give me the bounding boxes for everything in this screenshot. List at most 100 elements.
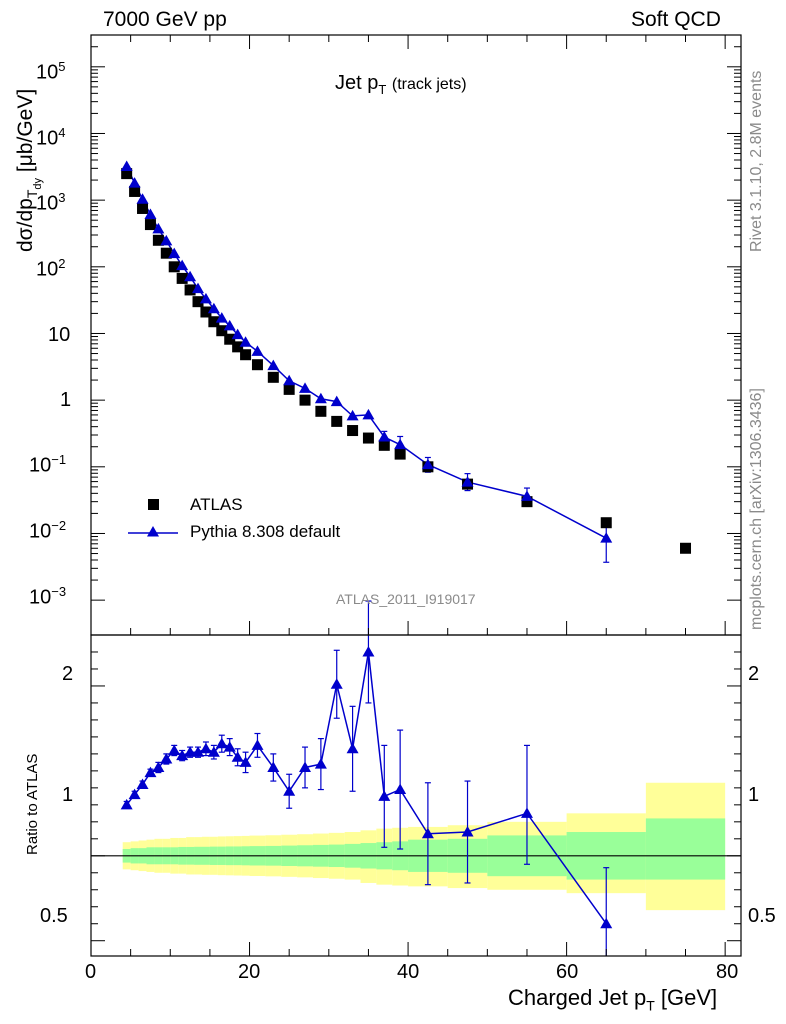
- ratio-tick-label-right: 1: [748, 784, 760, 806]
- atlas-data-point: [394, 448, 406, 460]
- atlas-data-point: [216, 325, 228, 337]
- ratio-data-point: [144, 766, 157, 778]
- header-process: Soft QCD: [631, 8, 721, 31]
- atlas-data-point: [240, 349, 252, 361]
- main-series: [120, 160, 692, 563]
- atlas-data-point: [600, 517, 612, 529]
- legend-marks: [128, 499, 178, 537]
- pythia-data-point: [144, 208, 157, 219]
- legend-label-atlas: ATLAS: [190, 495, 243, 514]
- plot-title-sub: T: [378, 82, 387, 97]
- atlas-data-point: [299, 394, 311, 406]
- x-tick-label: 0: [85, 961, 97, 983]
- pythia-data-point: [136, 193, 149, 204]
- ratio-tick-label-right: 0.5: [748, 905, 776, 927]
- atlas-data-point: [378, 439, 390, 451]
- ratio-data-point: [215, 737, 228, 749]
- atlas-data-point: [283, 383, 295, 395]
- pythia-data-point: [378, 430, 391, 442]
- pythia-data-point: [215, 312, 228, 323]
- legend-pythia-marker: [147, 526, 159, 537]
- ratio-data-point: [231, 751, 244, 762]
- ratio-panel-frame: [90, 634, 742, 957]
- ratio-tick-label-left: 1: [62, 784, 74, 806]
- pythia-data-point: [128, 177, 141, 188]
- ratio-data-point: [128, 788, 141, 800]
- x-tick-label: 60: [556, 961, 579, 983]
- ratio-data-point: [136, 778, 149, 789]
- ratio-y-axis-title: Ratio to ATLAS: [24, 753, 41, 855]
- mcplots-reference-label: mcplots.cern.ch [arXiv:1306.3436]: [748, 388, 765, 630]
- pythia-data-point: [152, 222, 165, 234]
- ratio-data-point: [314, 758, 327, 769]
- pythia-data-point: [184, 270, 197, 282]
- ratio-data-point: [192, 746, 205, 757]
- y-tick-label: 1: [60, 389, 72, 411]
- pythia-data-point: [520, 490, 533, 501]
- ratio-tick-label-left: 2: [62, 663, 74, 685]
- analysis-tag: ATLAS_2011_I919017: [336, 591, 476, 607]
- pythia-data-point: [120, 160, 133, 171]
- atlas-data-point: [347, 425, 359, 437]
- y-tick-label: 10−2: [29, 518, 67, 543]
- axis-ticks: [90, 34, 741, 956]
- x-tick-label: 20: [238, 961, 261, 983]
- y-tick-label: 102: [36, 256, 66, 281]
- pythia-data-point: [299, 382, 312, 393]
- atlas-data-point: [192, 296, 204, 308]
- pythia-data-point: [223, 319, 236, 331]
- ratio-data-point: [184, 746, 197, 757]
- atlas-data-point: [208, 316, 220, 328]
- y-tick-label: 105: [36, 59, 66, 84]
- ratio-data-point: [299, 761, 312, 772]
- ratio-data-point: [346, 742, 359, 754]
- y-tick-label: 10−3: [29, 584, 67, 609]
- ratio-data-point: [378, 790, 391, 801]
- ratio-data-point: [251, 739, 264, 750]
- y-tick-label: 104: [36, 125, 66, 150]
- pythia-data-point: [199, 292, 212, 304]
- atlas-data-point: [121, 168, 133, 180]
- atlas-data-point: [200, 306, 212, 318]
- x-axis-title-main: Charged Jet p: [508, 985, 647, 1010]
- pythia-data-point: [600, 532, 613, 543]
- ratio-data-point: [120, 798, 133, 810]
- ratio-data-point: [283, 785, 296, 796]
- x-axis-title-unit: [GeV]: [660, 985, 718, 1010]
- rivet-version-label: Rivet 3.1.10, 2.8M events: [748, 70, 765, 252]
- ratio-data-point: [176, 749, 189, 761]
- ratio-data-point: [168, 744, 181, 755]
- y-axis-title-subsub: dy: [31, 177, 44, 190]
- plot-title: Jet pT (track jets): [335, 72, 467, 97]
- pythia-data-point: [168, 247, 181, 259]
- pythia-data-point: [394, 438, 407, 450]
- ratio-tick-label-right: 2: [748, 663, 760, 685]
- pythia-data-point: [421, 458, 434, 470]
- pythia-data-point: [461, 476, 474, 487]
- atlas-data-point: [224, 333, 236, 345]
- atlas-data-point: [331, 415, 343, 427]
- ratio-data-point: [461, 826, 474, 837]
- atlas-data-point: [176, 272, 188, 284]
- pythia-data-point: [160, 234, 173, 246]
- ratio-data-point: [421, 827, 434, 839]
- ratio-data-point: [267, 761, 280, 772]
- ratio-data-point: [600, 917, 613, 929]
- y-axis-title-main: dσ/dp: [14, 198, 37, 252]
- atlas-data-point: [137, 202, 149, 214]
- pythia-data-point: [231, 328, 244, 340]
- ratio-tick-label-left: 0.5: [40, 905, 68, 927]
- pythia-data-point: [239, 336, 252, 347]
- x-tick-label: 80: [716, 961, 739, 983]
- pythia-data-point: [314, 392, 327, 404]
- legend-atlas-marker: [148, 499, 159, 510]
- ratio-series: [120, 600, 613, 956]
- pythia-data-point: [362, 408, 375, 420]
- x-axis-title: Charged Jet pT [GeV]: [508, 985, 717, 1013]
- atlas-data-point: [152, 234, 164, 246]
- legend-label-pythia: Pythia 8.308 default: [190, 522, 341, 541]
- atlas-data-point: [168, 261, 180, 273]
- pythia-line: [125, 166, 607, 539]
- y-tick-label: 10: [48, 324, 71, 346]
- y-axis-title-unit: [μb/GeV]: [14, 88, 37, 173]
